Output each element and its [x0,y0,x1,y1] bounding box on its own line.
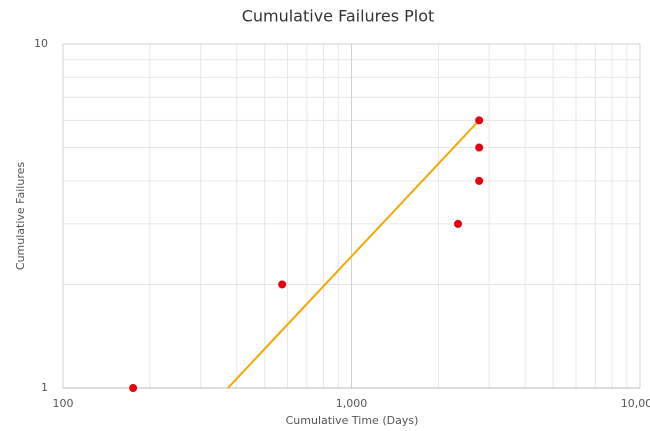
y-tick-label: 1 [41,381,48,394]
x-tick-label: 1,000 [336,397,368,410]
data-point [454,219,463,228]
data-point [475,116,484,125]
y-axis-label: Cumulative Failures [14,162,27,270]
x-tick-label: 10,000 [621,397,650,410]
data-point [129,384,138,392]
data-point [475,143,484,152]
data-point [475,176,484,185]
y-tick-label: 10 [34,37,48,50]
chart-title: Cumulative Failures Plot [242,7,435,26]
x-axis-label: Cumulative Time (Days) [286,414,419,427]
x-tick-label: 100 [53,397,74,410]
fit-line [227,119,480,389]
data-point [278,280,287,289]
